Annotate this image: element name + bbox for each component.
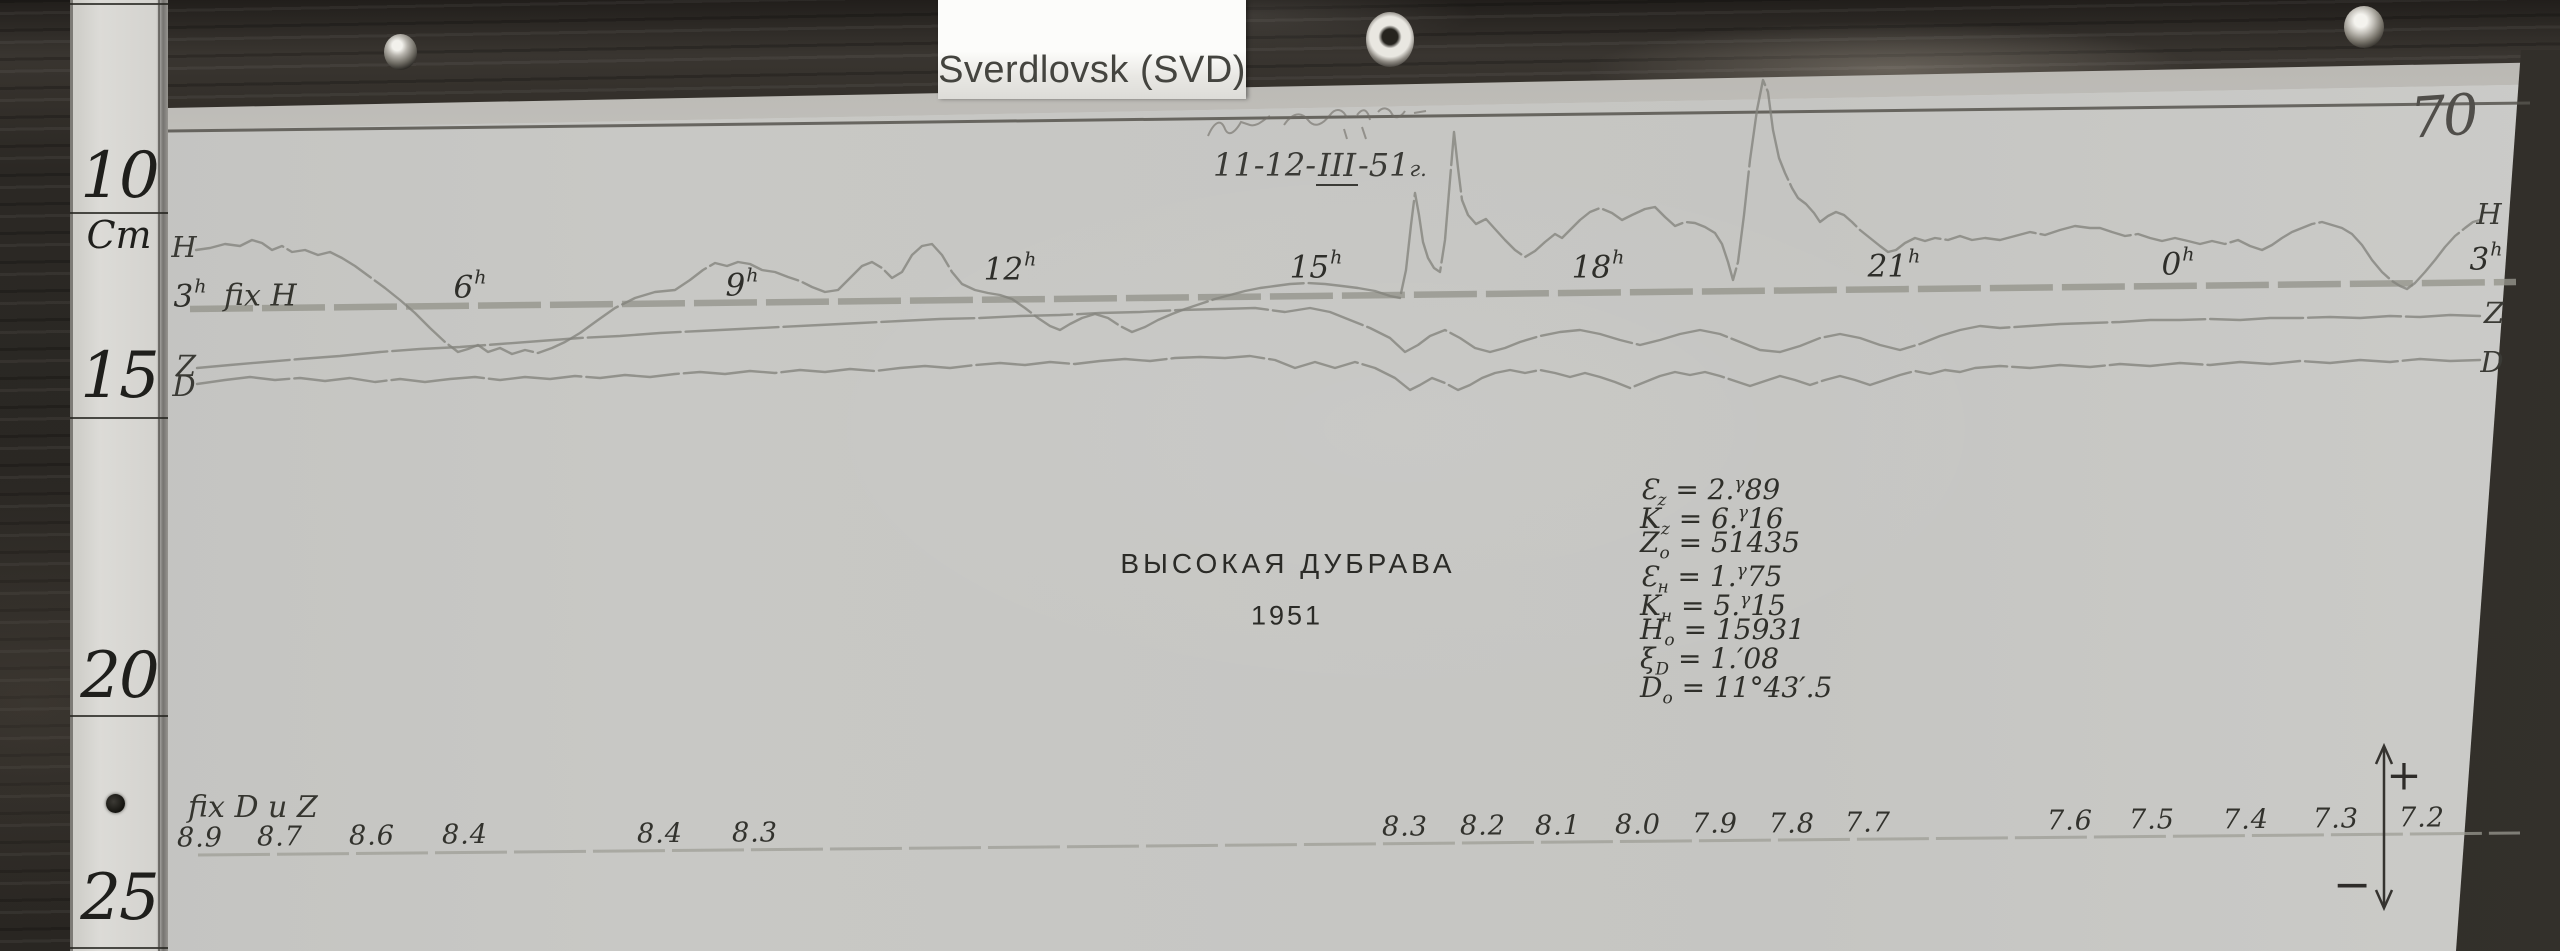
hour-label: 3h xyxy=(2469,238,2503,278)
date-annotation: 11-12-III-51г. xyxy=(1213,146,1427,186)
scale-value-line: Ho = 15931 xyxy=(1640,613,1806,651)
baseline-value: 7.8 xyxy=(1769,808,1815,840)
hour-label: 6h xyxy=(453,266,487,306)
hour-sup: h xyxy=(194,275,207,298)
baseline-value: 8.3 xyxy=(1382,811,1428,843)
hour-label: 12h xyxy=(983,248,1037,288)
hour-label: 18h xyxy=(1571,246,1625,286)
baseline-value: 7.2 xyxy=(2399,802,2445,834)
fix-dz-label: fix D и Z xyxy=(188,790,318,825)
hour-label: 0h xyxy=(2161,243,2195,283)
trace-label-h: H xyxy=(171,230,197,264)
baseline-value: 8.2 xyxy=(1460,810,1506,842)
hour-label: 9h xyxy=(725,264,759,304)
hour-sup: h xyxy=(2490,238,2503,261)
ruler-divider xyxy=(70,947,168,949)
ruler-divider xyxy=(70,212,168,214)
ruler-dot xyxy=(106,794,125,813)
hour-label: 15h xyxy=(1289,246,1343,286)
page-number: 70 xyxy=(2408,82,2478,152)
trace-label-h: H xyxy=(2476,197,2502,231)
baseline-value: 7.3 xyxy=(2313,803,2359,835)
scale-value-line: Zo = 51435 xyxy=(1640,526,1801,564)
hour-sup: h xyxy=(1908,245,1921,268)
baseline-value: 7.4 xyxy=(2223,804,2269,836)
hour-sup: h xyxy=(2182,243,2195,266)
minus-sign: − xyxy=(2332,857,2372,911)
plus-sign: + xyxy=(2386,750,2422,800)
bolt-icon xyxy=(1366,12,1414,67)
hour-label: 21h xyxy=(1867,245,1921,285)
trace-label-d: D xyxy=(172,369,196,403)
baseline-value: 7.7 xyxy=(1845,807,1891,839)
ruler-number: 15 xyxy=(80,339,159,413)
ruler-divider xyxy=(70,715,168,717)
scale-value-line: Kн = 5.γ15 xyxy=(1640,589,1786,627)
ruler-edge-line xyxy=(158,0,160,951)
baseline-value: 8.6 xyxy=(349,820,395,852)
baseline-value: 8.0 xyxy=(1615,809,1661,841)
baseline-value: 8.4 xyxy=(442,819,488,851)
hour-sup: h xyxy=(474,266,487,289)
hour-label: 3h xyxy=(173,275,207,315)
observatory-name: ВЫСОКАЯ ДУБРАВА xyxy=(1120,548,1456,579)
station-label-text: Sverdlovsk (SVD) xyxy=(938,49,1246,91)
scale-value-line: Ɛz = 2.γ89 xyxy=(1640,473,1781,511)
scale-value-line: ξD = 1.′08 xyxy=(1640,642,1780,680)
station-label: Sverdlovsk (SVD) xyxy=(938,0,1246,99)
hour-sup: h xyxy=(746,264,759,287)
bolt-icon xyxy=(2344,6,2384,48)
hour-sup: h xyxy=(1612,246,1625,269)
fix-h-label: fix H xyxy=(224,278,297,314)
scale-values-block: Ɛz = 2.γ89 Kz = 6.γ16 Zo = 51435 Ɛн = 1.γ75… xyxy=(1640,470,1833,709)
baseline-value: 7.5 xyxy=(2129,804,2175,836)
ruler-number: 25 xyxy=(80,861,159,935)
month-roman-numeral: III xyxy=(1316,146,1358,186)
trace-label-z: Z xyxy=(2483,296,2505,330)
hour-sup: h xyxy=(1024,248,1037,271)
baseline-value: 8.3 xyxy=(732,817,778,849)
ruler-number: Cm xyxy=(86,213,152,257)
baseline-value: 8.1 xyxy=(1535,810,1581,842)
ruler-number: 10 xyxy=(80,139,159,213)
ruler-number: 20 xyxy=(80,639,159,713)
ruler-divider xyxy=(70,417,168,419)
bolt-icon xyxy=(384,34,417,70)
baseline-value: 8.7 xyxy=(257,821,303,853)
baseline-value: 7.9 xyxy=(1692,808,1738,840)
baseline-value: 8.4 xyxy=(637,818,683,850)
hour-sup: h xyxy=(1330,246,1343,269)
cm-ruler: 10 Cm 15 20 25 xyxy=(70,0,168,951)
scale-value-line: Ɛн = 1.γ75 xyxy=(1640,560,1783,598)
scale-value-line: Do = 11°43′.5 xyxy=(1640,671,1833,709)
trace-label-z: Z xyxy=(175,349,197,383)
baseline-value: 8.9 xyxy=(177,822,223,854)
observatory-year: 1951 xyxy=(1250,600,1324,631)
trace-label-d: D xyxy=(2480,345,2504,379)
ruler-divider xyxy=(70,3,168,5)
scale-value-line: Kz = 6.γ16 xyxy=(1640,502,1784,540)
baseline-value: 7.6 xyxy=(2047,805,2093,837)
